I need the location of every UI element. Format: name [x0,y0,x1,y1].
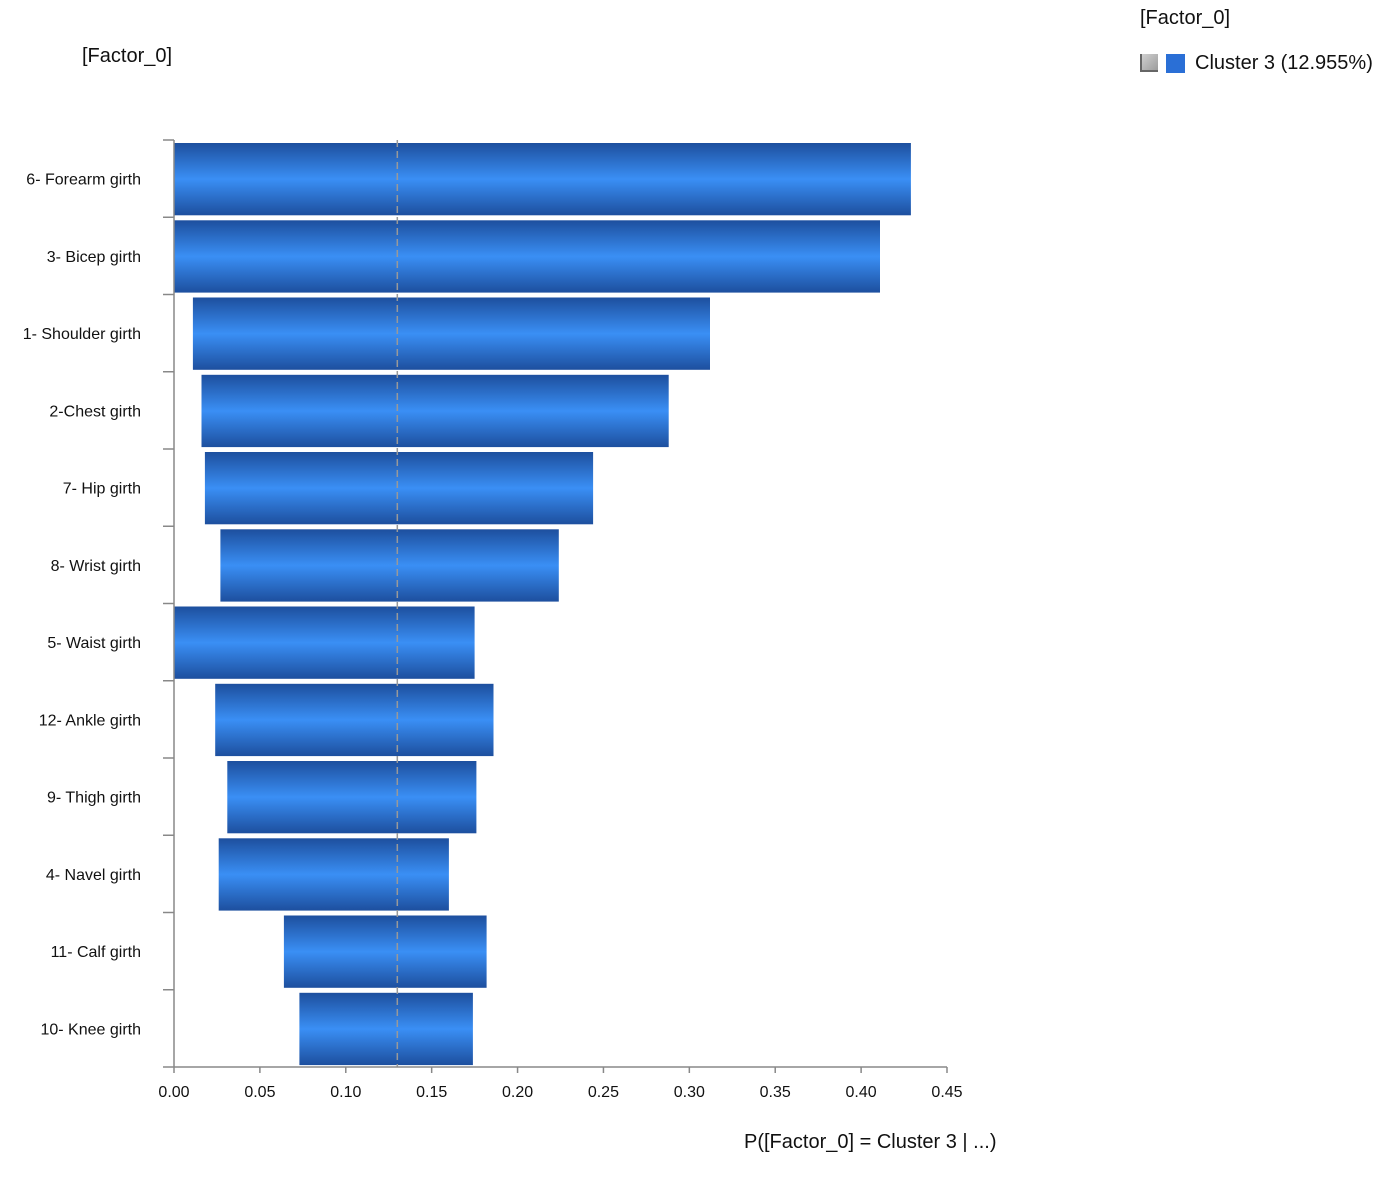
category-label: 8- Wrist girth [51,558,141,575]
chart-title: [Factor_0] [82,45,173,67]
bars-layer [174,143,911,1066]
bar-2 [174,220,880,293]
axis-layer: 6- Forearm girth 3- Bicep girth 1- Shoulde… [23,139,963,1101]
x-tick-label: 0.45 [931,1084,962,1101]
bar-6 [220,529,559,602]
bar-1 [174,143,911,216]
bar-5 [204,452,594,525]
bar-3 [192,297,710,370]
legend-label: Cluster 3 (12.955%) [1195,52,1373,74]
x-tick-label: 0.15 [416,1084,447,1101]
category-label: 1- Shoulder girth [23,326,141,343]
x-tick-label: 0.20 [502,1084,533,1101]
bar-10 [218,838,449,911]
x-tick-label: 0.00 [158,1084,189,1101]
category-label: 6- Forearm girth [26,172,141,189]
x-tick-label: 0.05 [244,1084,275,1101]
legend-entry[interactable]: Cluster 3 (12.955%) [1140,50,1373,76]
category-label: 3- Bicep girth [47,249,141,266]
x-tick-label: 0.10 [330,1084,361,1101]
category-label: 5- Waist girth [47,635,141,652]
bar-12 [299,992,473,1066]
x-tick-label: 0.35 [760,1084,791,1101]
bar-8 [215,683,494,757]
category-label: 10- Knee girth [40,1021,141,1038]
category-label: 11- Calf girth [51,944,141,961]
category-label: 12- Ankle girth [39,712,141,729]
x-tick-label: 0.30 [674,1084,705,1101]
legend-color-swatch [1166,53,1185,73]
category-label: 4- Navel girth [46,867,141,884]
bar-7 [174,606,475,679]
x-tick-label: 0.25 [588,1084,619,1101]
category-label: 2-Chest girth [49,403,141,420]
bar-9 [227,761,477,834]
x-axis-label: P([Factor_0] = Cluster 3 | ...) [744,1131,997,1153]
category-label: 9- Thigh girth [47,790,141,807]
bar-11 [283,915,487,988]
bar-4 [201,374,669,448]
category-label: 7- Hip girth [63,481,141,498]
legend-title: [Factor_0] [1140,7,1231,29]
legend-toggle-swatch[interactable] [1140,54,1158,72]
x-tick-label: 0.40 [846,1084,877,1101]
